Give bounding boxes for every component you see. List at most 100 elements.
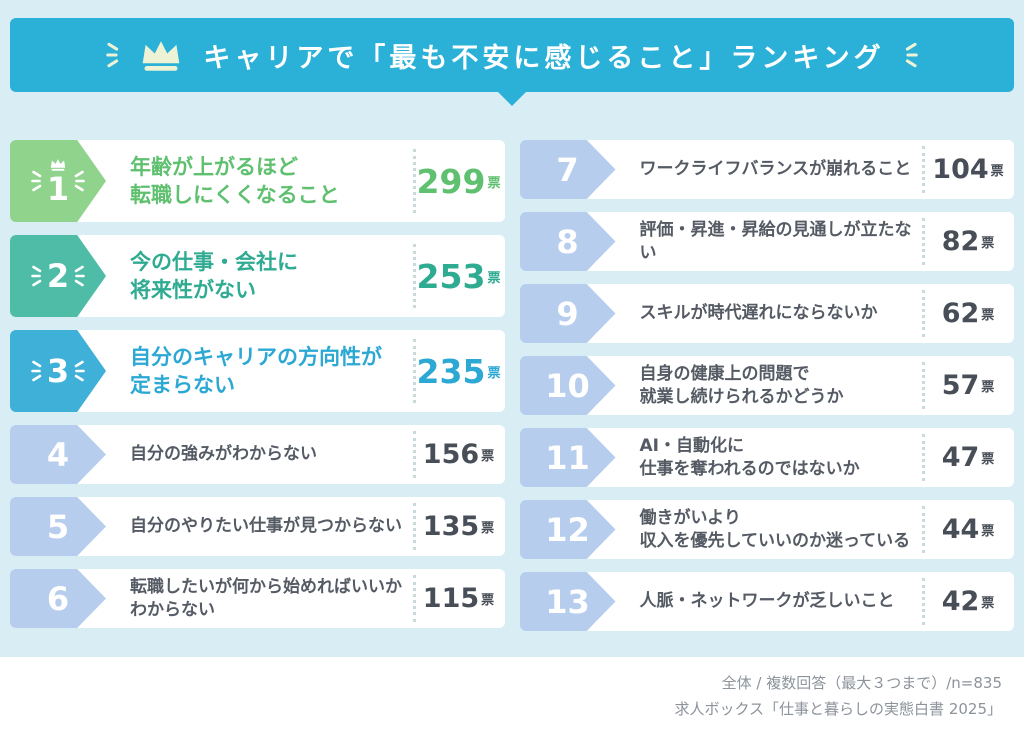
ranking-label: 人脈・ネットワークが乏しいこと [639, 591, 895, 612]
rank-number: 2 [46, 257, 70, 295]
dotted-divider [412, 339, 416, 403]
ranking-column-right: 7 ワークライフバランスが崩れること 104 票 8 評価・昇進・昇給の見通しが… [519, 140, 1014, 631]
rank-number: 4 [46, 435, 70, 474]
vote-unit: 票 [481, 449, 495, 464]
ranking-row-2: 2 今の仕事・会社に 将来性がない 253 票 [10, 235, 505, 317]
ranking-row-3: 3 自分のキャリアの方向性が 定まらない 235 票 [10, 330, 505, 412]
sparkle-right-icon [74, 168, 85, 194]
rank-number: 7 [556, 150, 579, 189]
dotted-divider [412, 575, 416, 622]
ranking-row-8: 8 評価・昇進・昇給の見通しが立たない 82 票 [519, 212, 1014, 271]
vote-unit: 票 [990, 164, 1004, 179]
vote-count: 253 票 [412, 235, 505, 317]
vote-count: 62 票 [922, 284, 1014, 343]
ranking-label: 働きがいより 収入を優先していいのか迷っている [639, 507, 911, 551]
rank-number: 12 [545, 510, 590, 549]
dotted-divider [412, 244, 416, 308]
ranking-label: 評価・昇進・昇給の見通しが立たない [639, 219, 912, 263]
dotted-divider [922, 362, 925, 409]
rank-badge-8: 8 [519, 212, 616, 271]
rank-number-stack: 1 [47, 158, 69, 205]
ranking-label: 年齢が上がるほど 転職しにくくなること [130, 154, 340, 207]
rank-badge-1: 1 [10, 140, 106, 222]
vote-number: 104 [932, 154, 989, 185]
rank-badge-12: 12 [519, 500, 616, 559]
vote-number: 156 [422, 439, 480, 470]
ranking-label: スキルが時代遅れにならないか [639, 303, 878, 324]
sparkle-left-icon [31, 358, 42, 384]
ranking-label: ワークライフバランスが崩れること [639, 159, 912, 180]
rank-badge-6: 6 [10, 569, 106, 628]
vote-number: 299 [416, 161, 486, 201]
dotted-divider [412, 431, 416, 478]
ranking-row-11: 11 AI・自動化に 仕事を奪われるのではないか 47 票 [519, 428, 1014, 487]
rank-badge-5: 5 [10, 497, 106, 556]
vote-unit: 票 [481, 593, 495, 608]
dotted-divider [922, 434, 925, 481]
source-note: 全体 / 複数回答（最大３つまで）/n=835 求人ボックス「仕事と暮らしの実態… [675, 670, 1003, 723]
ranking-label: 転職したいが何から始めればいいか わからない [130, 576, 402, 620]
ranking-row-10: 10 自身の健康上の問題で 就業し続けられるかどうか 57 票 [519, 356, 1014, 415]
ranking-columns: 1 年齢が上がるほど 転職しにくくなること 299 票 2 今の仕事・会社に 将… [10, 140, 1014, 631]
vote-number: 62 [941, 298, 980, 329]
ranking-row-12: 12 働きがいより 収入を優先していいのか迷っている 44 票 [519, 500, 1014, 559]
dotted-divider [412, 149, 416, 213]
rank-number: 11 [545, 438, 590, 477]
rank-number: 10 [545, 366, 590, 405]
vote-count: 44 票 [922, 500, 1014, 559]
sparkle-right-icon [74, 263, 85, 289]
rank-badge-10: 10 [519, 356, 616, 415]
rank-badge-2: 2 [10, 235, 106, 317]
vote-count: 156 票 [412, 425, 505, 484]
vote-number: 82 [941, 226, 980, 257]
rank-badge-11: 11 [519, 428, 616, 487]
rank-number: 13 [545, 582, 590, 621]
vote-unit: 票 [981, 236, 995, 251]
vote-count: 235 票 [412, 330, 505, 412]
rank-badge-9: 9 [519, 284, 616, 343]
vote-count: 47 票 [922, 428, 1014, 487]
vote-unit: 票 [981, 596, 995, 611]
vote-count: 42 票 [922, 572, 1014, 631]
dotted-divider [412, 503, 416, 550]
vote-number: 47 [941, 442, 980, 473]
rank-number: 8 [556, 222, 579, 261]
ranking-row-6: 6 転職したいが何から始めればいいか わからない 115 票 [10, 569, 505, 628]
rank-badge-4: 4 [10, 425, 106, 484]
vote-count: 135 票 [412, 497, 505, 556]
rank-number: 9 [556, 294, 579, 333]
sparkle-right-icon [905, 39, 918, 71]
vote-number: 235 [416, 351, 486, 391]
crown-icon [50, 158, 66, 171]
rank-number: 1 [46, 169, 70, 208]
vote-count: 82 票 [922, 212, 1014, 271]
page-title: キャリアで「最も不安に感じること」ランキング [203, 42, 885, 74]
vote-unit: 票 [487, 365, 501, 381]
vote-unit: 票 [981, 380, 995, 395]
vote-unit: 票 [981, 452, 995, 467]
ranking-label: 自身の健康上の問題で 就業し続けられるかどうか [639, 363, 844, 407]
vote-number: 57 [941, 370, 980, 401]
ranking-label: 今の仕事・会社に 将来性がない [130, 249, 298, 302]
rank-number: 6 [46, 579, 70, 618]
dotted-divider [922, 218, 925, 265]
dotted-divider [922, 506, 925, 553]
vote-unit: 票 [981, 308, 995, 323]
crown-icon [143, 41, 180, 71]
rank-badge-3: 3 [10, 330, 106, 412]
vote-number: 135 [422, 511, 480, 542]
ranking-label: 自分のキャリアの方向性が 定まらない [130, 344, 382, 397]
ranking-row-9: 9 スキルが時代遅れにならないか 62 票 [519, 284, 1014, 343]
vote-unit: 票 [481, 521, 495, 536]
vote-count: 299 票 [412, 140, 505, 222]
vote-number: 44 [941, 514, 980, 545]
vote-count: 104 票 [922, 140, 1014, 199]
ranking-row-7: 7 ワークライフバランスが崩れること 104 票 [519, 140, 1014, 199]
ranking-row-13: 13 人脈・ネットワークが乏しいこと 42 票 [519, 572, 1014, 631]
ranking-row-4: 4 自分の強みがわからない 156 票 [10, 425, 505, 484]
vote-unit: 票 [487, 270, 501, 286]
rank-badge-13: 13 [519, 572, 616, 631]
ranking-column-left: 1 年齢が上がるほど 転職しにくくなること 299 票 2 今の仕事・会社に 将… [10, 140, 505, 631]
dotted-divider [922, 578, 925, 625]
vote-number: 42 [941, 586, 980, 617]
